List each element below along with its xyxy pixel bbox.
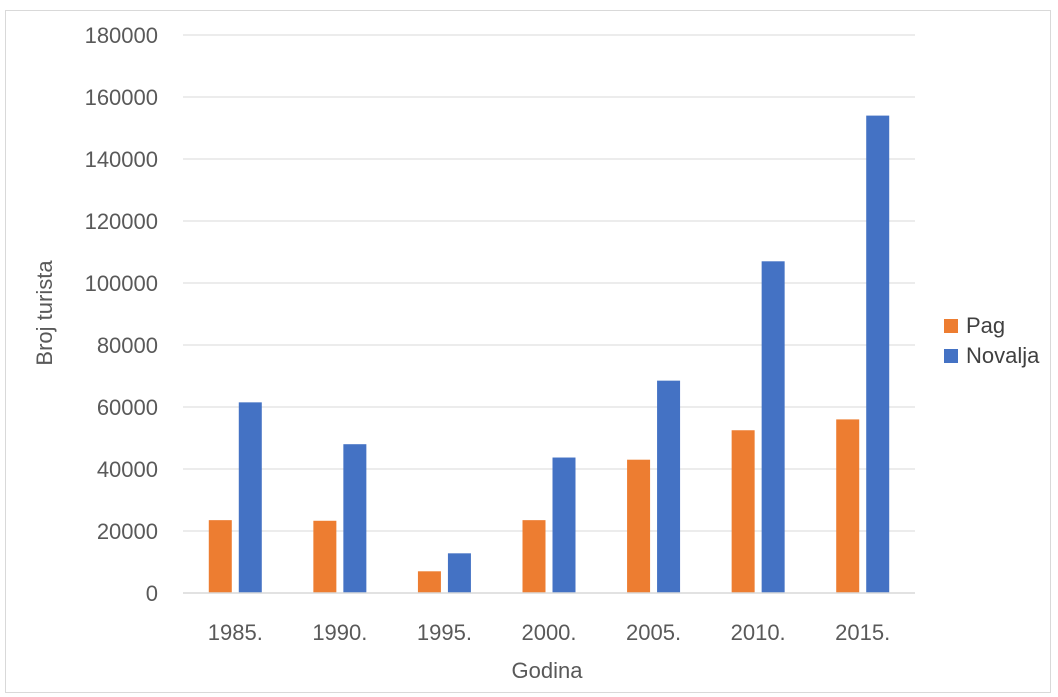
bar-pag-1995 [417,571,441,593]
bar-pag-2015 [836,419,860,593]
x-tick-label: 2000. [521,620,576,645]
y-tick-label: 0 [146,581,158,606]
legend-swatch-novalja [944,349,958,363]
y-tick-label: 20000 [97,519,158,544]
y-tick-label: 100000 [85,271,158,296]
y-tick-label: 60000 [97,395,158,420]
x-axis-tick-labels: 1985. 1990. 1995. 2000. 2005. 2010. 2015. [208,620,890,645]
x-tick-label: 1995. [417,620,472,645]
x-tick-label: 2015. [835,620,890,645]
bar-novalja-1990 [343,444,367,593]
y-tick-label: 140000 [85,147,158,172]
x-axis-title: Godina [512,658,584,683]
legend: Pag Novalja [944,313,1040,368]
y-tick-label: 120000 [85,209,158,234]
bar-pag-2005 [627,459,651,593]
y-tick-label: 80000 [97,333,158,358]
bar-pag-1985 [208,520,232,593]
bars [208,115,890,593]
x-tick-label: 2010. [731,620,786,645]
y-tick-label: 180000 [85,23,158,48]
legend-label-novalja: Novalja [966,343,1040,368]
bar-novalja-2015 [866,115,890,593]
bar-novalja-2000 [552,457,576,593]
y-axis-tick-labels: 0 20000 40000 60000 80000 100000 120000 140000 1… [85,23,158,606]
bar-pag-2010 [731,430,755,593]
y-tick-label: 160000 [85,85,158,110]
bar-pag-2000 [522,520,546,593]
y-tick-label: 40000 [97,457,158,482]
x-tick-label: 2005. [626,620,681,645]
bar-novalja-1985 [238,402,262,593]
x-tick-label: 1990. [312,620,367,645]
y-axis-title: Broj turista [32,260,57,366]
bar-novalja-1995 [447,553,471,593]
bar-pag-1990 [313,520,337,593]
bar-novalja-2005 [657,380,681,593]
x-tick-label: 1985. [208,620,263,645]
legend-label-pag: Pag [966,313,1005,338]
gridlines [183,34,915,532]
bar-novalja-2010 [761,261,785,593]
legend-swatch-pag [944,319,958,333]
